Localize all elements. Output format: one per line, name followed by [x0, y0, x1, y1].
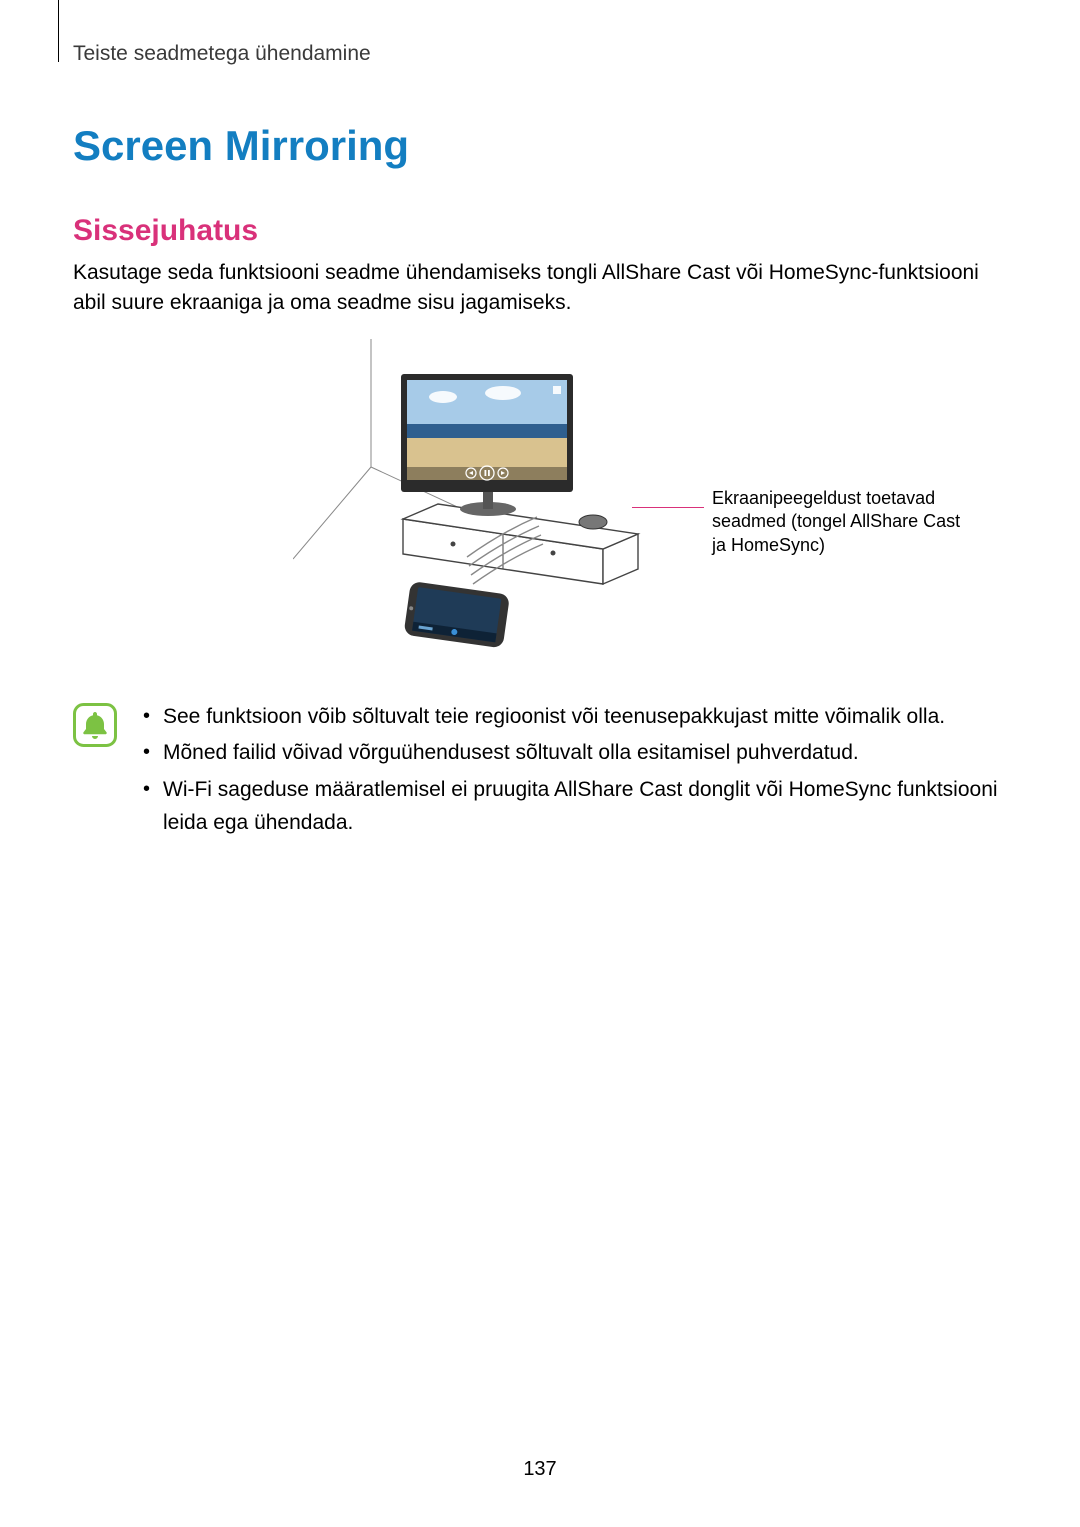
note-item: Wi-Fi sageduse määratlemisel ei pruugita… — [141, 774, 1007, 839]
section-title: Sissejuhatus — [73, 214, 1007, 248]
page-content: Teiste seadmetega ühendamine Screen Mirr… — [0, 0, 1080, 843]
note-item: Mõned failid võivad võrguühendusest sõlt… — [141, 737, 1007, 770]
figure-area: Ekraanipeegeldust toetavad seadmed (tong… — [73, 339, 1007, 659]
note-block: See funktsioon võib sõltuvalt teie regio… — [73, 701, 1007, 843]
mirroring-diagram — [293, 339, 673, 659]
breadcrumb: Teiste seadmetega ühendamine — [73, 42, 1007, 66]
callout-text: Ekraanipeegeldust toetavad seadmed (tong… — [712, 487, 972, 557]
top-left-rule — [58, 0, 59, 62]
note-list: See funktsioon võib sõltuvalt teie regio… — [141, 701, 1007, 843]
intro-paragraph: Kasutage seda funktsiooni seadme ühendam… — [73, 258, 1007, 319]
callout-leader-line — [632, 507, 704, 508]
note-item: See funktsioon võib sõltuvalt teie regio… — [141, 701, 1007, 734]
note-bell-icon — [73, 703, 117, 747]
page-number: 137 — [0, 1458, 1080, 1481]
page-title: Screen Mirroring — [73, 122, 1007, 170]
